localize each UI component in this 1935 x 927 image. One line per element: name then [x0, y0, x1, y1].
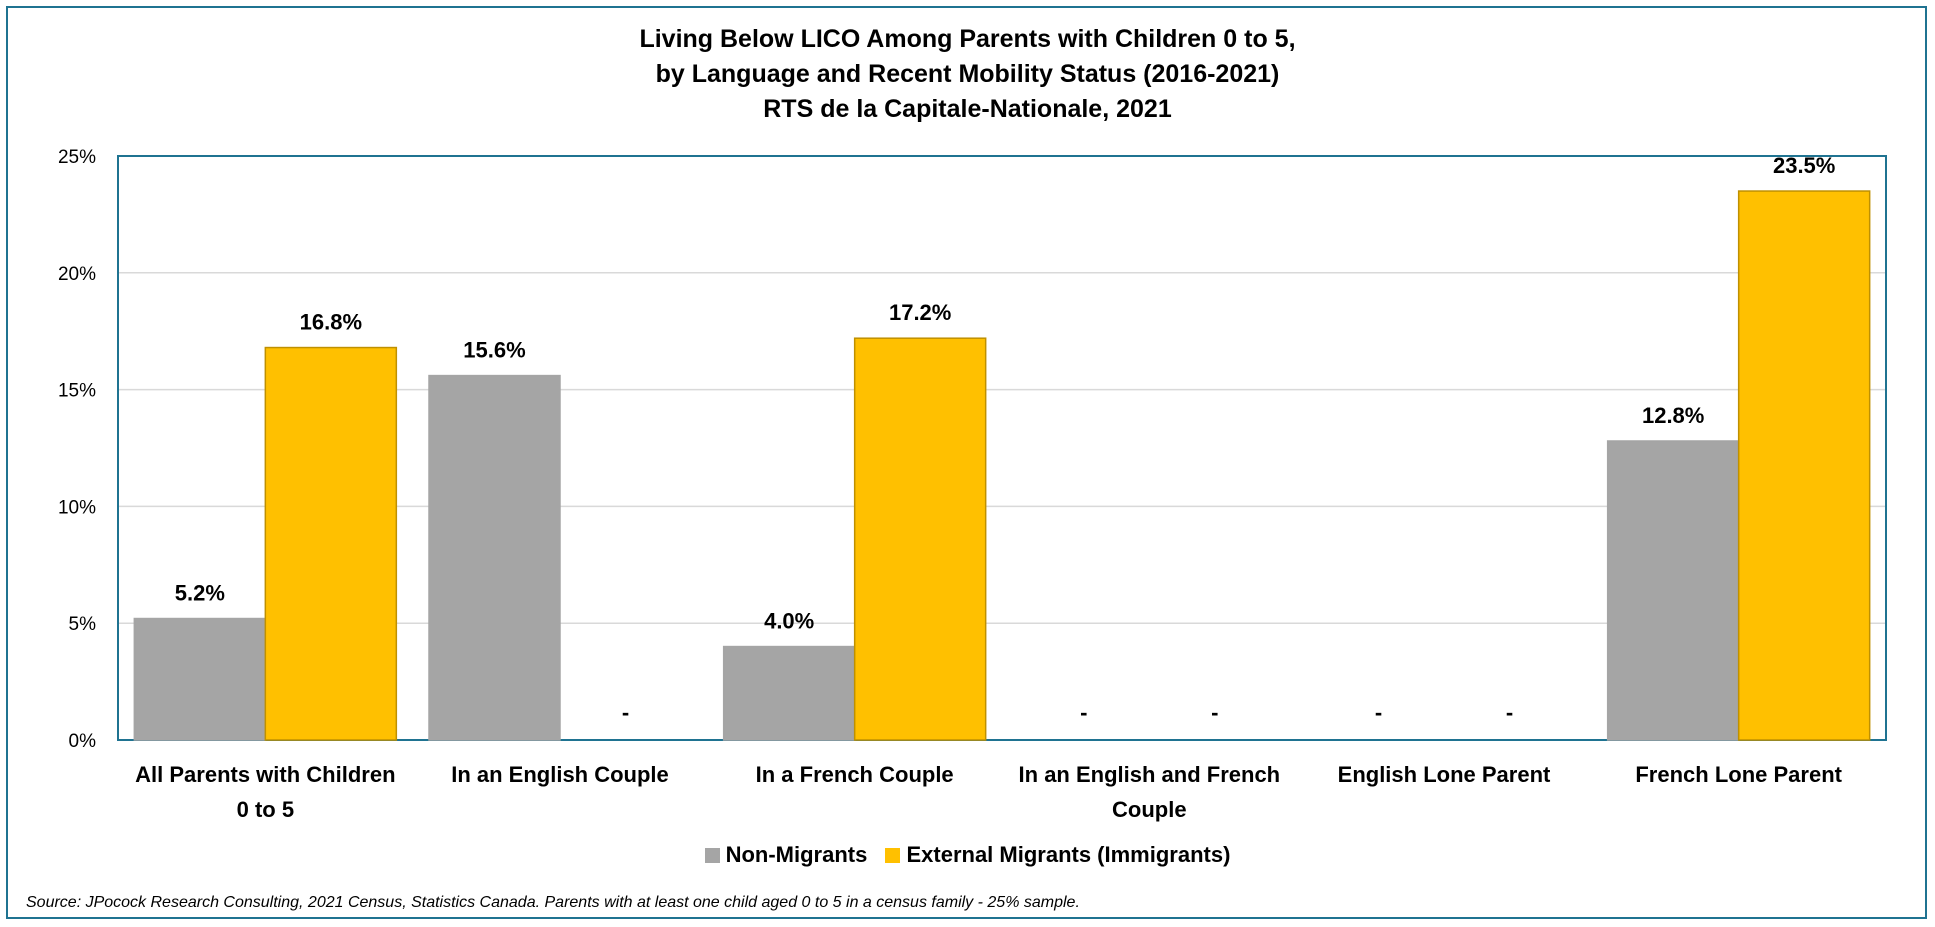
- y-tick-label: 0%: [69, 731, 97, 752]
- data-label: -: [1080, 700, 1087, 725]
- bar-external-migrants: [264, 346, 398, 741]
- bar-non-migrants: [428, 374, 561, 741]
- data-label: -: [1506, 700, 1513, 725]
- y-tick-label: 15%: [58, 381, 96, 402]
- legend: Non-Migrants External Migrants (Immigran…: [0, 842, 1935, 869]
- data-label: 4.0%: [764, 609, 814, 634]
- data-label: -: [622, 700, 629, 725]
- bar-non-migrants: [1606, 440, 1740, 741]
- data-label: 15.6%: [463, 338, 525, 363]
- chart-title-line-3: RTS de la Capitale-Nationale, 2021: [763, 95, 1172, 123]
- data-label: 16.8%: [300, 310, 362, 335]
- x-category-label: In a French Couple: [756, 762, 954, 787]
- x-category-label: French Lone Parent: [1635, 762, 1842, 787]
- data-label: -: [1375, 700, 1382, 725]
- data-label: 23.5%: [1773, 153, 1835, 178]
- data-label: -: [1211, 700, 1218, 725]
- legend-swatch-non-migrants: [704, 847, 720, 863]
- y-tick-label: 5%: [69, 614, 97, 635]
- y-tick-label: 20%: [58, 264, 96, 285]
- bar-non-migrants: [722, 645, 856, 741]
- bar-external-migrants: [853, 337, 987, 741]
- legend-label-external-migrants: External Migrants (Immigrants): [906, 842, 1231, 867]
- chart-title: Living Below LICO Among Parents with Chi…: [0, 22, 1935, 127]
- data-label: 12.8%: [1642, 403, 1704, 428]
- y-tick-label: 10%: [58, 497, 96, 518]
- x-category-label: In an English Couple: [451, 762, 669, 787]
- chart-title-line-2: by Language and Recent Mobility Status (…: [655, 60, 1280, 88]
- plot-area-border: [117, 155, 1887, 741]
- x-category-label: In an English and French: [1019, 762, 1281, 787]
- x-category-label: All Parents with Children: [135, 762, 395, 787]
- legend-swatch-external-migrants: [885, 847, 901, 863]
- data-label: 17.2%: [889, 300, 951, 325]
- source-note: Source: JPocock Research Consulting, 202…: [26, 894, 1080, 911]
- x-category-label: Couple: [1112, 797, 1187, 822]
- chart-title-line-1: Living Below LICO Among Parents with Chi…: [639, 25, 1296, 53]
- x-category-label: 0 to 5: [237, 797, 294, 822]
- legend-label-non-migrants: Non-Migrants: [725, 842, 868, 867]
- legend-item-external-migrants: External Migrants (Immigrants): [885, 842, 1230, 868]
- x-category-label: English Lone Parent: [1338, 762, 1551, 787]
- bar-non-migrants: [133, 617, 267, 741]
- bar-external-migrants: [1737, 190, 1871, 741]
- y-tick-label: 25%: [58, 147, 96, 168]
- legend-item-non-migrants: Non-Migrants: [704, 842, 868, 868]
- data-label: 5.2%: [175, 581, 225, 606]
